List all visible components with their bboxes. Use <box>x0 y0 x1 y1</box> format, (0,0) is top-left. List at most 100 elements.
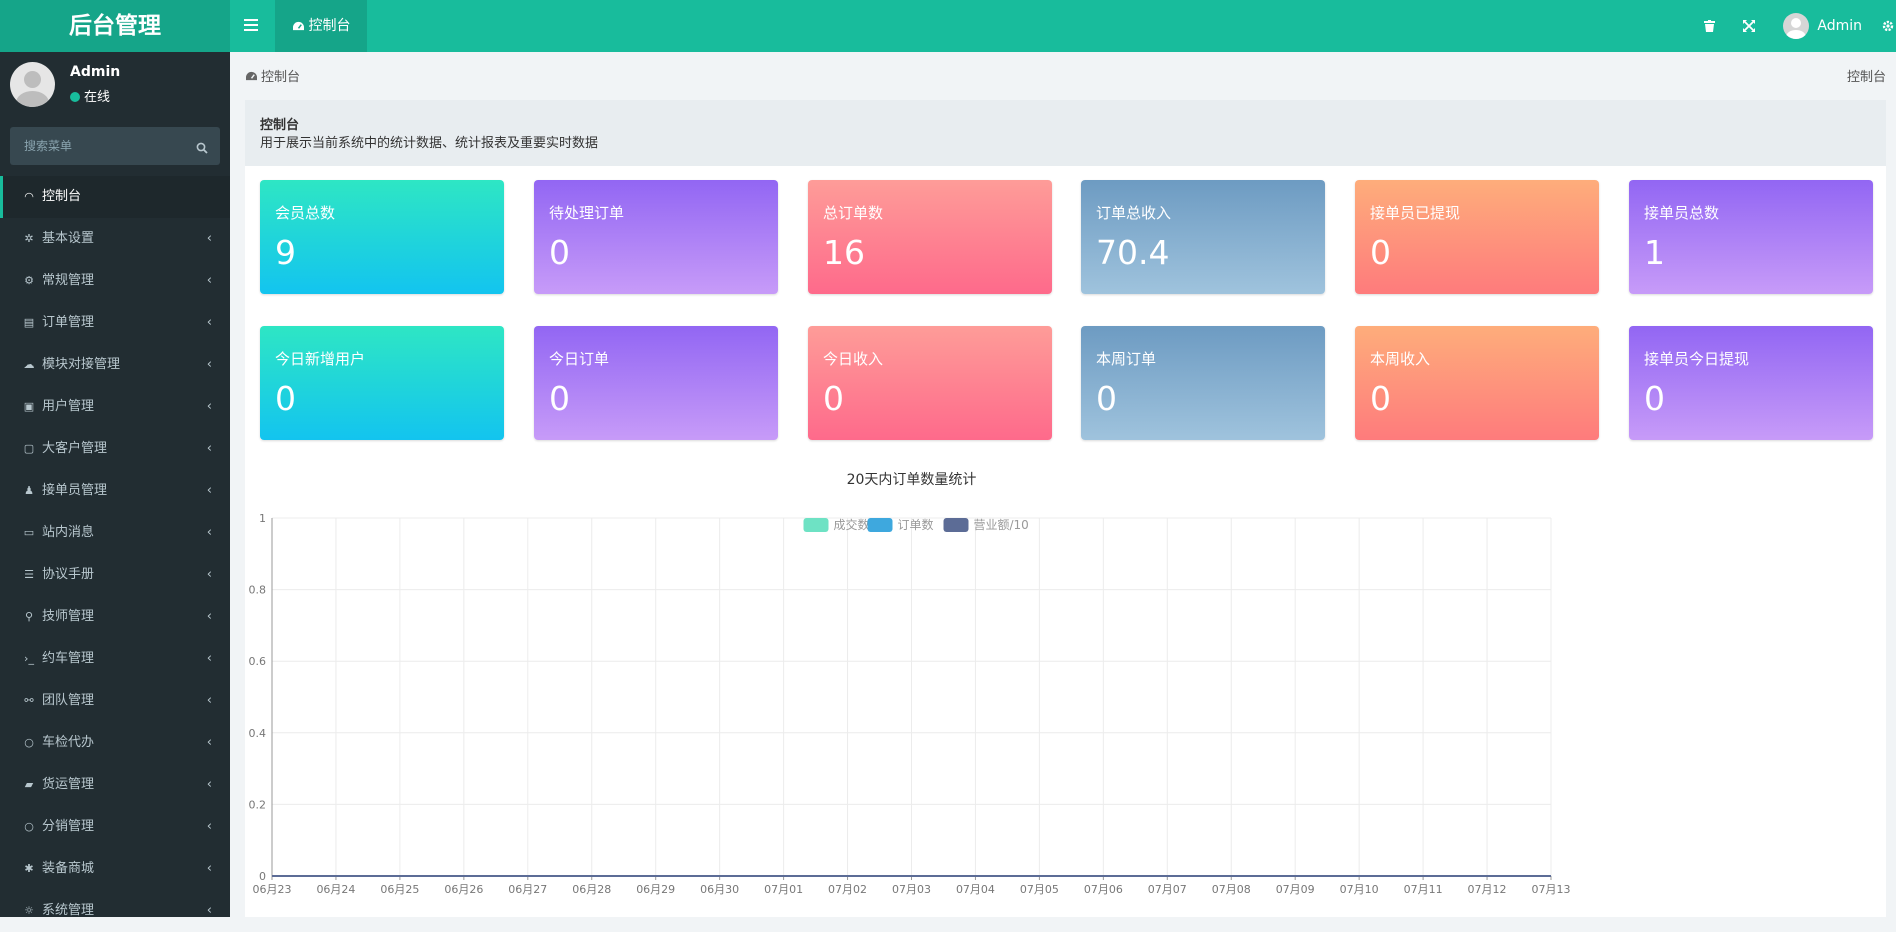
gear-icon[interactable] <box>1882 16 1896 36</box>
sidebar-item-label: 基本设置 <box>42 231 95 246</box>
stat-card-pending-orders: 待处理订单 0 <box>534 180 778 294</box>
search-input[interactable] <box>10 127 180 165</box>
stat-value: 0 <box>1370 233 1391 272</box>
tab-dashboard[interactable]: 控制台 <box>275 0 367 52</box>
stat-label: 总订单数 <box>823 204 884 222</box>
sidebar-item[interactable]: ☰ 协议手册 ‹ <box>0 554 230 596</box>
stat-label: 今日新增用户 <box>275 350 366 368</box>
stat-label: 本周订单 <box>1096 350 1157 368</box>
stat-card-total-orders: 总订单数 16 <box>808 180 1052 294</box>
sidebar-item[interactable]: ▣ 用户管理 ‹ <box>0 386 230 428</box>
x-tick-label: 07月07 <box>1148 883 1187 896</box>
sun-icon: ☼ <box>24 904 34 917</box>
sidebar-item[interactable]: ◠ 控制台 <box>0 176 230 218</box>
chevron-left-icon: ‹ <box>206 441 212 456</box>
sidebar-item[interactable]: ⚙ 常规管理 ‹ <box>0 260 230 302</box>
bug-icon: ✱ <box>24 862 34 875</box>
user-panel: Admin 在线 <box>0 52 230 124</box>
trash-icon[interactable] <box>1699 16 1719 36</box>
stat-value: 16 <box>823 233 865 272</box>
order-chart: 20天内订单数量统计 0 0.2 0.4 0.6 0.8 1 06月23 06月24 06月25 0… <box>245 456 1886 917</box>
chevron-left-icon: ‹ <box>206 483 212 498</box>
y-tick-label: 0.2 <box>249 798 267 811</box>
main-content: 控制台 控制台 控制台 用于展示当前系统中的统计数据、统计报表及重要实时数据 会… <box>230 52 1896 917</box>
dashboard-icon <box>292 21 304 31</box>
sidebar-item[interactable]: ☁ 模块对接管理 ‹ <box>0 344 230 386</box>
sidebar-item[interactable]: ♟ 接单员管理 ‹ <box>0 470 230 512</box>
panel-body: 会员总数 9 待处理订单 0 总订单数 16 订单总收入 70.4 接单员已提现… <box>245 166 1886 917</box>
stat-label: 接单员已提现 <box>1370 204 1461 222</box>
online-dot-icon <box>70 92 80 102</box>
sidebar-item-label: 用户管理 <box>42 399 95 414</box>
stat-card-withdraw-today: 接单员今日提现 0 <box>1629 326 1873 440</box>
chevron-left-icon: ‹ <box>206 231 212 246</box>
user-card-icon: ▣ <box>23 400 35 413</box>
top-user-menu[interactable]: Admin <box>1783 13 1862 39</box>
sidebar-item[interactable]: ○ 车检代办 ‹ <box>0 722 230 764</box>
x-tick-label: 06月27 <box>508 883 547 896</box>
chart-title: 20天内订单数量统计 <box>847 472 977 488</box>
sidebar-toggle-icon[interactable] <box>241 16 261 36</box>
list-icon: ☰ <box>24 568 34 581</box>
sidebar-item[interactable]: ▰ 货运管理 ‹ <box>0 764 230 806</box>
stat-card-income-week: 本周收入 0 <box>1355 326 1599 440</box>
sidebar-item[interactable]: ›_ 约车管理 ‹ <box>0 638 230 680</box>
stat-value: 0 <box>1370 379 1391 418</box>
sidebar-item-label: 控制台 <box>42 189 82 204</box>
x-tick-label: 07月13 <box>1532 883 1571 896</box>
sidebar-item-label: 技师管理 <box>42 609 95 624</box>
stat-label: 接单员总数 <box>1644 204 1720 222</box>
x-tick-label: 06月24 <box>316 883 355 896</box>
search-icon[interactable] <box>196 139 210 154</box>
sidebar-item[interactable]: ▢ 大客户管理 ‹ <box>0 428 230 470</box>
sidebar-item[interactable]: ⚯ 团队管理 ‹ <box>0 680 230 722</box>
sidebar-item-label: 货运管理 <box>42 777 95 792</box>
legend-label: 订单数 <box>898 517 934 532</box>
x-tick-label: 06月23 <box>253 883 292 896</box>
sidebar-item-label: 接单员管理 <box>42 483 108 498</box>
stat-label: 会员总数 <box>275 204 336 222</box>
sidebar-item-label: 车检代办 <box>42 735 95 750</box>
chevron-left-icon: ‹ <box>206 609 212 624</box>
app-logo[interactable]: 后台管理 <box>0 0 230 52</box>
y-tick-label: 1 <box>259 512 266 525</box>
sidebar-item[interactable]: ✲ 基本设置 ‹ <box>0 218 230 260</box>
stat-value: 1 <box>1644 233 1665 272</box>
sidebar-item[interactable]: ☼ 系统管理 ‹ <box>0 890 230 932</box>
order-chart-svg: 20天内订单数量统计 0 0.2 0.4 0.6 0.8 1 06月23 06月24 06月25 0… <box>249 472 1571 896</box>
portrait-icon: ▢ <box>23 442 35 455</box>
user-status: 在线 <box>70 86 110 105</box>
fullscreen-icon[interactable] <box>1739 16 1759 36</box>
sidebar-item[interactable]: ○ 分销管理 ‹ <box>0 806 230 848</box>
breadcrumb-label[interactable]: 控制台 <box>261 70 301 85</box>
sidebar-item-label: 约车管理 <box>42 651 95 666</box>
sidebar-item[interactable]: ⚲ 技师管理 ‹ <box>0 596 230 638</box>
chevron-left-icon: ‹ <box>206 567 212 582</box>
terminal-icon: ›_ <box>24 652 34 665</box>
message-icon: ▭ <box>23 526 35 539</box>
stat-label: 待处理订单 <box>549 204 625 222</box>
chevron-left-icon: ‹ <box>206 819 212 834</box>
stat-value: 0 <box>1096 379 1117 418</box>
sidebar: Admin 在线 ◠控制台✲基本设置‹⚙常规管理‹▤订单管理‹☁模块对接管理‹▣… <box>0 52 230 918</box>
sidebar-item[interactable]: ✱ 装备商城 ‹ <box>0 848 230 890</box>
chevron-left-icon: ‹ <box>206 525 212 540</box>
sidebar-item-label: 协议手册 <box>42 567 95 582</box>
user-name: Admin <box>70 64 121 80</box>
stat-card-orders-today: 今日订单 0 <box>534 326 778 440</box>
stat-label: 订单总收入 <box>1096 204 1172 222</box>
sidebar-item[interactable]: ▭ 站内消息 ‹ <box>0 512 230 554</box>
legend-label: 成交数 <box>834 517 870 532</box>
stat-value: 0 <box>275 379 296 418</box>
walker-icon: ⚲ <box>24 610 34 623</box>
sidebar-menu: ◠ 控制台 ✲ 基本设置 ‹ ⚙ 常规管理 ‹ ▤ 订单管理 ‹ ☁ 模块对接管理 ‹ ▣ 用户管理 ‹ ▢ 大客户… <box>0 176 230 932</box>
truck-icon: ▰ <box>24 778 34 791</box>
breadcrumb-current: 控制台 <box>1846 70 1886 85</box>
top-navbar: 后台管理 控制台 Admin <box>0 0 1896 52</box>
page-title: 控制台 <box>260 118 300 133</box>
y-tick-label: 0.8 <box>249 584 267 597</box>
legend-swatch <box>803 518 829 532</box>
sidebar-item[interactable]: ▤ 订单管理 ‹ <box>0 302 230 344</box>
chevron-left-icon: ‹ <box>206 357 212 372</box>
y-tick-label: 0.6 <box>249 655 267 668</box>
